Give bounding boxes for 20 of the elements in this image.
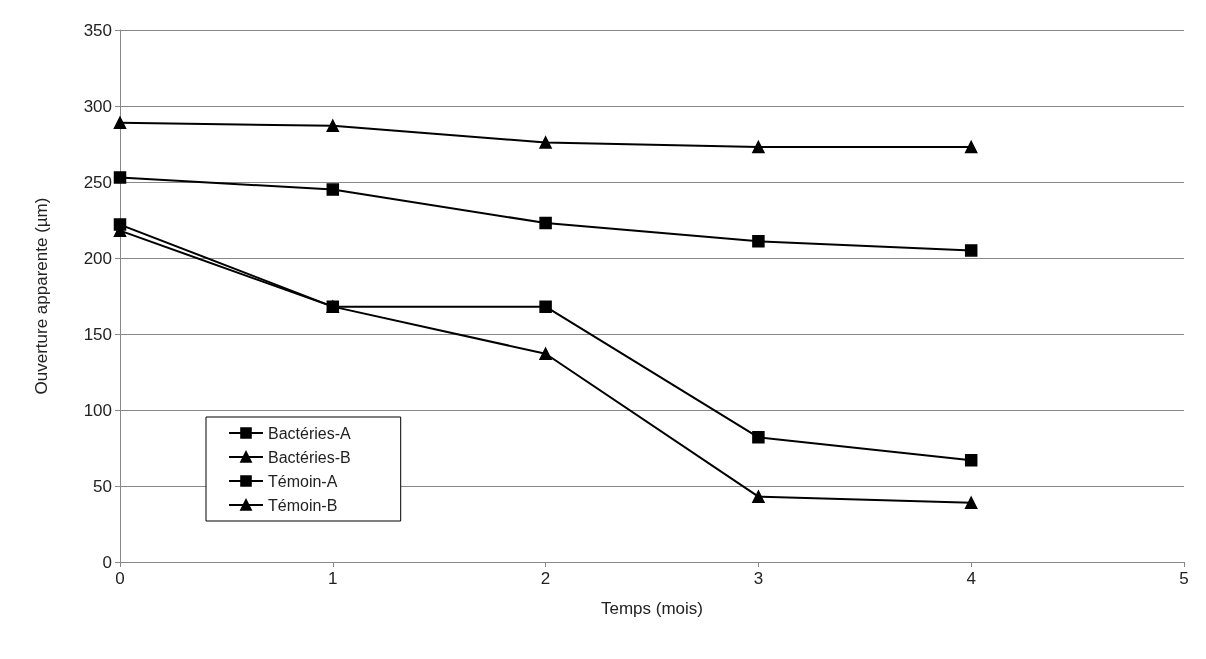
y-tick-label: 300: [83, 96, 112, 116]
y-tick-label: 250: [83, 172, 112, 192]
y-tick-label: 0: [102, 552, 112, 572]
legend-label: Témoin-A: [268, 472, 338, 490]
y-axis-title: Ouverture apparente (µm): [32, 197, 51, 395]
y-tick-label: 100: [83, 400, 112, 420]
x-tick-label: 4: [966, 569, 976, 588]
legend-label: Témoin-B: [268, 496, 338, 514]
y-tick-label: 50: [93, 476, 112, 496]
x-tick-label: 3: [753, 569, 764, 588]
y-tick-label: 200: [83, 248, 112, 268]
y-tick-label: 150: [83, 324, 112, 344]
legend-label: Bactéries-A: [268, 424, 352, 442]
x-tick-label: 5: [1179, 569, 1189, 588]
x-tick-label: 2: [540, 569, 551, 588]
x-tick-label: 0: [115, 569, 125, 588]
x-tick-label: 1: [328, 569, 338, 588]
legend-label: Bactéries-B: [268, 448, 351, 466]
y-tick-label: 350: [83, 20, 112, 40]
x-axis-title: Temps (mois): [600, 599, 704, 618]
